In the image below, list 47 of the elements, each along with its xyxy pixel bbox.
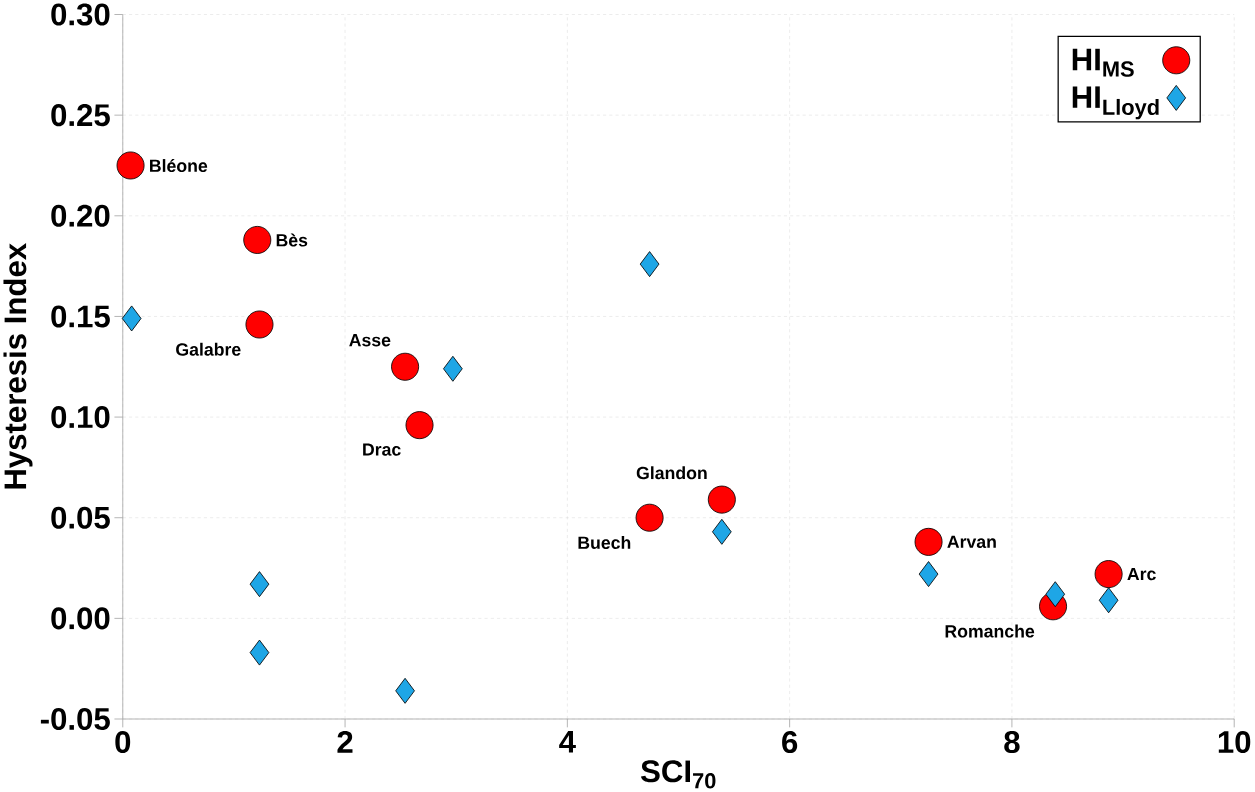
- annotation: Asse: [349, 334, 391, 347]
- x-tick-label: 2: [337, 731, 353, 753]
- x-tick-label: 4: [559, 731, 576, 753]
- x-tick-label: 0: [115, 731, 131, 754]
- annotation: Romanche: [945, 624, 1035, 638]
- annotation: Buech: [578, 536, 631, 549]
- point: [405, 411, 434, 440]
- point: [249, 639, 270, 666]
- point: [249, 571, 270, 598]
- point: [245, 310, 274, 339]
- x-tick-label: 8: [1004, 731, 1020, 754]
- point: [914, 527, 943, 556]
- point: [707, 485, 736, 514]
- x-tick-label: 10: [1218, 731, 1251, 754]
- y-tick-label: 0.05: [51, 506, 110, 529]
- annotation: Galabre: [176, 342, 241, 356]
- point: [918, 561, 939, 588]
- point: [712, 518, 732, 545]
- y-tick-label: 0.10: [51, 406, 110, 429]
- x-axis-title: SCI$_{70}$: [640, 760, 716, 789]
- annotation: Drac: [363, 443, 401, 456]
- point: [635, 503, 664, 532]
- y-tick-label: 0.25: [51, 104, 110, 127]
- point: [391, 352, 420, 381]
- point: [639, 251, 660, 278]
- annotation: Bès: [276, 233, 308, 247]
- annotation: Arc: [1127, 567, 1156, 581]
- point: [121, 305, 142, 332]
- point: [1045, 581, 1066, 608]
- x-tick-label: 6: [782, 731, 798, 754]
- point: [243, 225, 272, 254]
- y-tick-label: 0.20: [51, 204, 110, 227]
- point: [443, 355, 463, 382]
- point: [116, 151, 145, 180]
- annotation: Glandon: [636, 466, 707, 480]
- y-tick-label: 0.15: [51, 305, 110, 328]
- y-tick-label: 0.00: [51, 607, 110, 630]
- y-tick-label: 0.30: [51, 3, 110, 26]
- y-axis-title: Hysteresis Index: [3, 243, 33, 489]
- point: [1098, 587, 1119, 614]
- y-tick-label: -0.05: [40, 707, 110, 731]
- annotation: Bléone: [150, 158, 208, 173]
- legend-label: HI$_{Lloyd}$: [1072, 86, 1159, 120]
- annotation: Arvan: [947, 535, 996, 549]
- point: [395, 677, 415, 704]
- legend-label: HI$_{MS}$: [1072, 48, 1134, 77]
- point: [1094, 560, 1123, 589]
